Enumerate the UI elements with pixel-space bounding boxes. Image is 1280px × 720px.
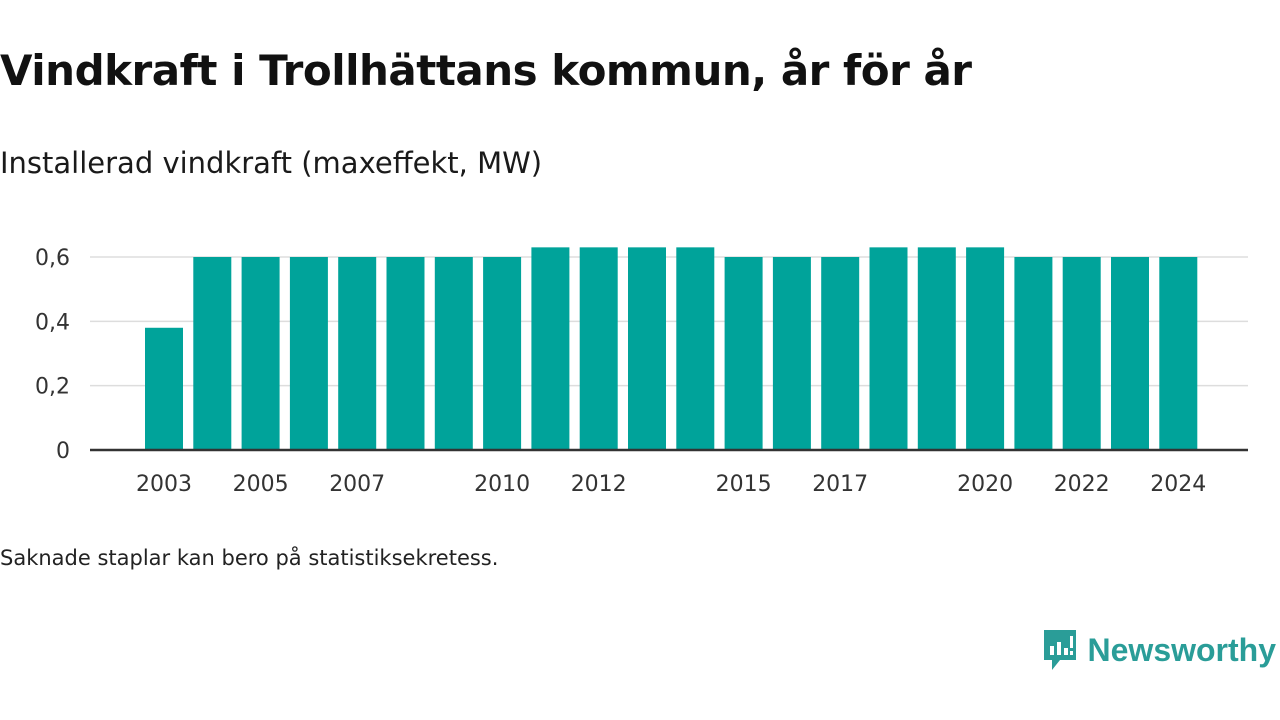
bar-2024[interactable] xyxy=(1159,257,1198,450)
x-tick-label: 2020 xyxy=(957,472,1013,497)
y-tick-label: 0 xyxy=(56,439,70,464)
y-tick-label: 0,4 xyxy=(35,310,70,335)
x-tick-label: 2017 xyxy=(812,472,868,497)
bar-2017[interactable] xyxy=(821,257,860,450)
bar-2003[interactable] xyxy=(145,327,183,450)
bar-chart: 0 0,2 0,4 0,6 2003 2005 2007 2010 2012 2015 2017 20… xyxy=(35,246,1248,497)
bar-2014[interactable] xyxy=(676,247,715,450)
bar-2009[interactable] xyxy=(434,257,473,450)
bar-2021[interactable] xyxy=(1014,257,1053,450)
bar-2004[interactable] xyxy=(193,257,232,450)
chart-subtitle: Installerad vindkraft (maxeffekt, MW) xyxy=(0,146,543,180)
footnote: Saknade staplar kan bero på statistiksek… xyxy=(0,546,499,570)
brand-logo[interactable]: Newsworthy xyxy=(1042,628,1276,672)
x-tick-label: 2015 xyxy=(716,472,772,497)
newsworthy-logo-icon xyxy=(1043,630,1076,670)
bar-2023[interactable] xyxy=(1111,257,1149,450)
bar-2018[interactable] xyxy=(869,247,908,450)
axes: 0 0,2 0,4 0,6 2003 2005 2007 2010 2012 2015 2017 20… xyxy=(35,246,1248,497)
bar-2006[interactable] xyxy=(289,257,328,450)
bar-2011[interactable] xyxy=(531,247,570,450)
bar-2019[interactable] xyxy=(917,247,956,450)
x-tick-label: 2003 xyxy=(136,472,192,497)
bar-2016[interactable] xyxy=(772,257,811,450)
x-tick-label: 2005 xyxy=(233,472,289,497)
bar-2015[interactable] xyxy=(724,257,763,450)
bar-2010[interactable] xyxy=(483,257,522,450)
bars xyxy=(145,247,1198,450)
y-tick-label: 0,6 xyxy=(35,246,70,271)
x-tick-label: 2024 xyxy=(1150,472,1206,497)
brand-name: Newsworthy xyxy=(1087,631,1276,668)
bar-2020[interactable] xyxy=(966,247,1005,450)
bar-2012[interactable] xyxy=(579,247,618,450)
x-tick-label: 2022 xyxy=(1054,472,1110,497)
bar-2013[interactable] xyxy=(628,247,666,450)
gridlines xyxy=(90,256,1248,387)
bar-2008[interactable] xyxy=(386,257,425,450)
chart-title: Vindkraft i Trollhättans kommun, år för … xyxy=(0,46,972,95)
bar-2007[interactable] xyxy=(338,257,377,450)
x-tick-label: 2012 xyxy=(571,472,627,497)
bar-2022[interactable] xyxy=(1062,257,1101,450)
x-tick-label: 2010 xyxy=(474,472,530,497)
x-tick-label: 2007 xyxy=(329,472,385,497)
bar-2005[interactable] xyxy=(241,257,280,450)
y-tick-label: 0,2 xyxy=(35,375,70,400)
